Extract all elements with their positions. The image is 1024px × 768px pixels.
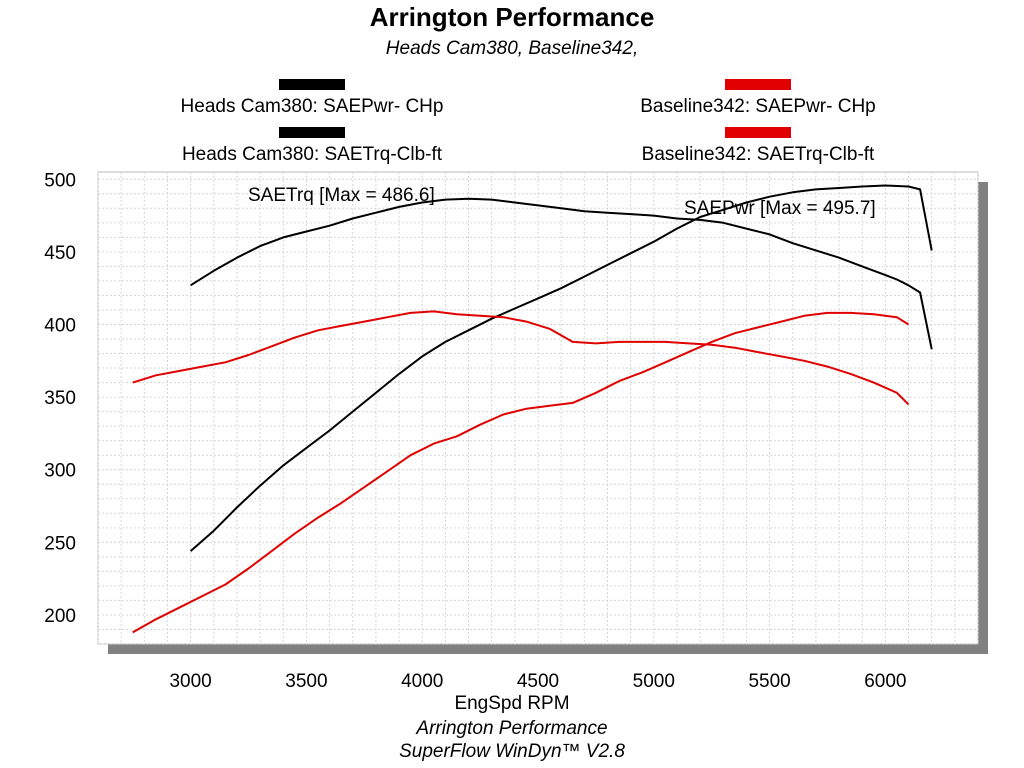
legend-item-baseline-pwr: Baseline342: SAEPwr- CHp [578, 79, 938, 118]
legend-label-heads-pwr: Heads Cam380: SAEPwr- CHp [180, 96, 444, 117]
y-tick-label: 500 [44, 170, 76, 191]
legend-swatch-heads-trq [279, 127, 345, 138]
x-tick-label: 4000 [401, 671, 443, 692]
y-tick-label: 250 [44, 533, 76, 554]
series-line-0 [189, 184, 933, 552]
legend-swatch-baseline-pwr [725, 79, 791, 90]
x-tick-label: 3500 [285, 671, 327, 692]
chart-title: Arrington Performance [369, 2, 655, 32]
legend-item-heads-trq: Heads Cam380: SAETrq-Clb-ft [132, 127, 492, 166]
chart-subtitle: Heads Cam380, Baseline342, [385, 38, 639, 59]
y-tick-label: 450 [44, 243, 76, 264]
annotation-0: SAETrq [Max = 486.6] [248, 185, 435, 206]
legend-item-baseline-trq: Baseline342: SAETrq-Clb-ft [578, 127, 938, 166]
legend-label-baseline-trq: Baseline342: SAETrq-Clb-ft [641, 144, 875, 165]
x-tick-label: 6000 [864, 671, 906, 692]
x-tick-label: 3000 [169, 671, 211, 692]
legend-item-heads-pwr: Heads Cam380: SAEPwr- CHp [132, 79, 492, 118]
legend-label-heads-trq: Heads Cam380: SAETrq-Clb-ft [181, 144, 443, 165]
y-tick-label: 350 [44, 388, 76, 409]
y-tick-label: 400 [44, 315, 76, 336]
legend-swatch-baseline-trq [725, 127, 791, 138]
footer-software: SuperFlow WinDyn™ V2.8 [399, 741, 625, 762]
x-tick-label: 5500 [748, 671, 790, 692]
series-line-2 [132, 311, 910, 634]
series-line-1 [190, 197, 933, 350]
legend-label-baseline-pwr: Baseline342: SAEPwr- CHp [640, 96, 876, 117]
y-tick-label: 200 [44, 606, 76, 627]
x-axis-label: EngSpd RPM [454, 693, 570, 714]
y-tick-label: 300 [44, 461, 76, 482]
annotation-1: SAEPwr [Max = 495.7] [684, 198, 876, 219]
series-line-3 [132, 310, 910, 406]
footer-company: Arrington Performance [416, 718, 608, 739]
x-tick-label: 5000 [633, 671, 675, 692]
x-tick-label: 4500 [517, 671, 559, 692]
legend-swatch-heads-pwr [279, 79, 345, 90]
